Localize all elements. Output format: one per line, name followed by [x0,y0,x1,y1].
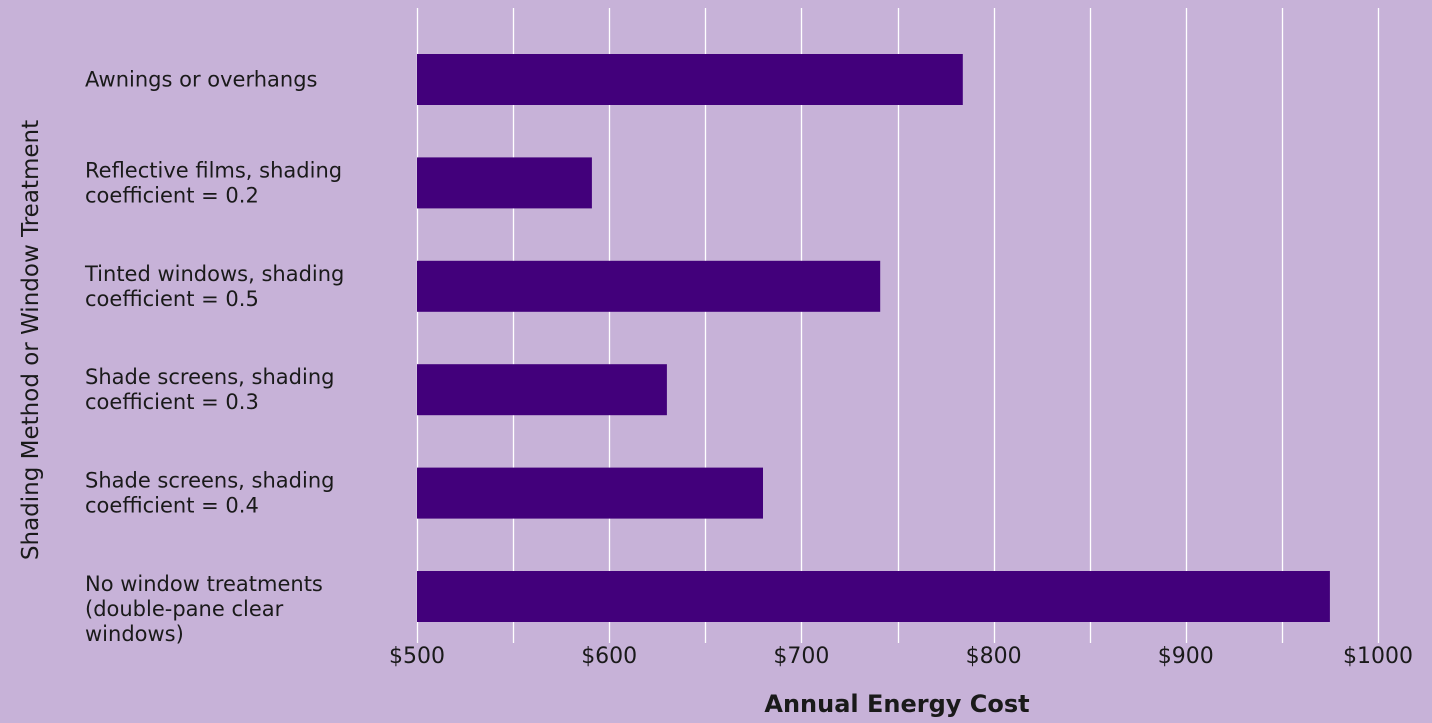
category-label: Reflective films, shading coefficient = 0… [85,158,342,207]
x-tick-label: $500 [389,644,445,669]
x-tick-labels: $500 $600 $700 $800 $900 $1000 [389,644,1413,669]
category-label-line: coefficient = 0.4 [85,494,259,518]
category-label: Shade screens, shading coefficient = 0.4 [85,469,334,518]
bar [417,54,963,105]
category-label-line: Shade screens, shading [85,365,334,389]
category-label: Shade screens, shading coefficient = 0.3 [85,365,334,414]
category-label-line: No window treatments [85,572,323,596]
bar [417,157,592,209]
grid-lines [416,8,1380,643]
category-label: Awnings or overhangs [85,68,317,92]
category-label-line: windows) [85,622,184,646]
bar [417,467,763,519]
category-label: No window treatments (double-pane clear wi… [85,572,323,646]
x-axis-title: Annual Energy Cost [764,690,1029,718]
x-tick-label: $900 [1158,644,1214,669]
bar [417,571,1330,622]
bar [417,364,667,416]
bar [417,260,881,312]
x-tick-label: $1000 [1343,644,1413,669]
y-axis-title: Shading Method or Window Treatment [18,120,44,560]
x-tick-label: $600 [581,644,637,669]
category-label-line: coefficient = 0.5 [85,287,259,311]
category-label: Tinted windows, shading coefficient = 0.5 [84,262,344,311]
category-label-line: Reflective films, shading [85,158,342,182]
category-label-line: Shade screens, shading [85,469,334,493]
category-label-line: (double-pane clear [85,597,284,621]
category-label-line: coefficient = 0.3 [85,390,259,414]
x-tick-label: $800 [966,644,1022,669]
category-labels: Awnings or overhangs Reflective films, sh… [84,68,344,647]
bars [417,54,1330,622]
category-label-line: Awnings or overhangs [85,68,317,92]
x-tick-label: $700 [773,644,829,669]
category-label-line: Tinted windows, shading [84,262,344,286]
category-label-line: coefficient = 0.2 [85,183,259,207]
